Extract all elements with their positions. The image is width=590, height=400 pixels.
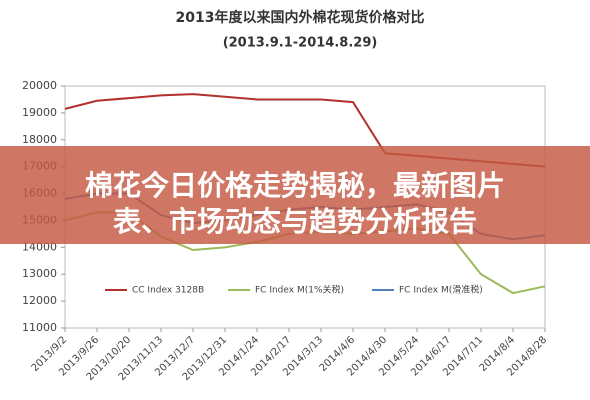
legend-label: FC Index M(滑准税) xyxy=(399,284,483,296)
banner: 棉花今日价格走势揭秘，最新图片表、市场动态与趋势分析报告 xyxy=(0,146,590,244)
chart-title: 2013年度以来国内外棉花现货价格对比 xyxy=(176,9,425,26)
y-tick-label: 18000 xyxy=(22,133,57,146)
y-tick-label: 20000 xyxy=(22,79,57,92)
y-tick-label: 11000 xyxy=(22,321,57,334)
legend-label: FC Index M(1%关税) xyxy=(255,284,344,296)
y-tick-label: 19000 xyxy=(22,106,57,119)
legend-label: CC Index 3128B xyxy=(132,286,204,296)
banner-text: 棉花今日价格走势揭秘，最新图片表、市场动态与趋势分析报告 xyxy=(84,169,505,238)
y-tick-label: 13000 xyxy=(22,267,57,280)
y-tick-label: 12000 xyxy=(22,294,57,307)
chart-subtitle: (2013.9.1-2014.8.29) xyxy=(223,36,378,51)
